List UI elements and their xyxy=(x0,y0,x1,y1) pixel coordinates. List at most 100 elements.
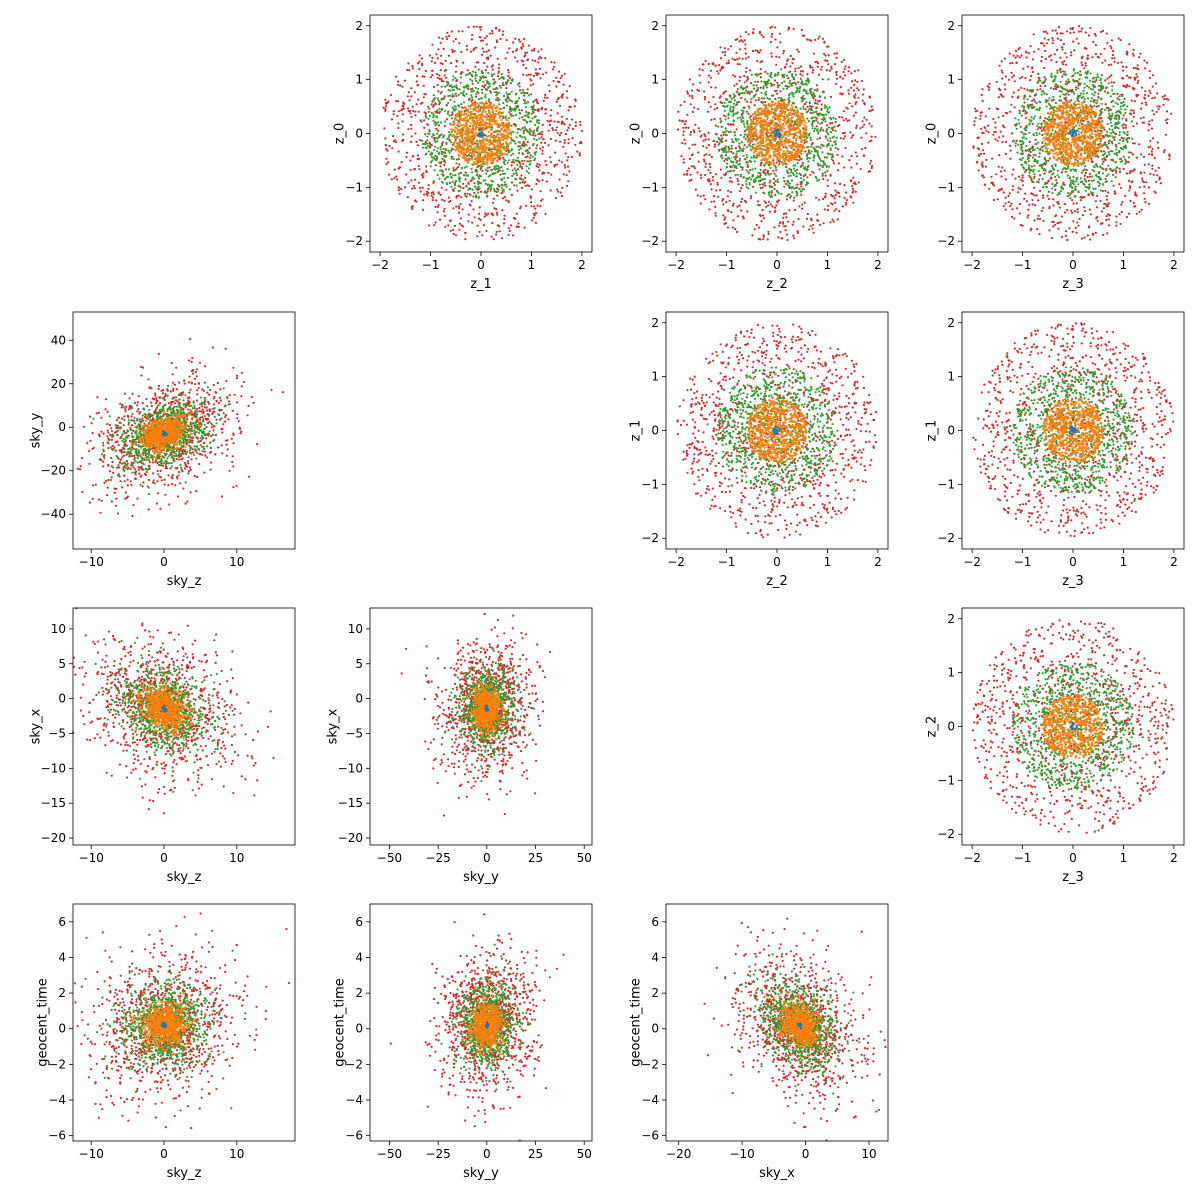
point xyxy=(471,38,473,40)
point xyxy=(541,131,543,133)
point xyxy=(402,105,404,107)
point xyxy=(412,106,414,108)
point xyxy=(537,51,539,53)
point xyxy=(489,166,491,168)
point xyxy=(568,127,570,129)
point xyxy=(391,178,393,180)
point xyxy=(544,97,546,99)
point xyxy=(418,111,420,113)
point xyxy=(449,200,451,202)
point xyxy=(512,41,514,43)
point xyxy=(385,105,387,107)
point xyxy=(527,88,529,90)
point xyxy=(452,167,454,169)
point xyxy=(426,171,428,173)
point xyxy=(555,77,557,79)
point xyxy=(530,201,532,203)
point xyxy=(386,150,388,152)
point xyxy=(467,26,469,28)
point xyxy=(458,42,460,44)
point xyxy=(476,173,478,175)
point xyxy=(432,199,434,201)
point xyxy=(462,187,464,189)
point xyxy=(533,75,535,77)
point xyxy=(560,77,562,79)
point xyxy=(414,132,416,134)
point xyxy=(456,158,458,160)
point xyxy=(541,153,543,155)
point xyxy=(540,77,542,79)
point xyxy=(556,163,558,165)
point xyxy=(496,212,498,214)
point xyxy=(408,91,410,93)
point xyxy=(466,193,468,195)
point xyxy=(523,94,525,96)
point xyxy=(431,57,433,59)
point xyxy=(421,102,423,104)
point xyxy=(492,214,494,216)
point xyxy=(410,179,412,181)
point xyxy=(446,32,448,34)
point xyxy=(491,222,493,224)
point xyxy=(422,209,424,211)
point xyxy=(506,97,508,99)
point xyxy=(425,112,427,114)
point xyxy=(423,119,425,121)
point xyxy=(565,152,567,154)
point xyxy=(506,39,508,41)
point xyxy=(464,232,466,234)
point xyxy=(531,188,533,190)
point xyxy=(485,183,487,185)
point xyxy=(542,73,544,75)
point xyxy=(556,126,558,128)
point xyxy=(539,164,541,166)
point xyxy=(516,174,518,176)
point xyxy=(451,30,453,32)
point xyxy=(559,141,561,143)
point xyxy=(399,193,401,195)
point xyxy=(566,174,568,176)
point xyxy=(455,206,457,208)
point xyxy=(539,148,541,150)
point xyxy=(556,101,558,103)
point xyxy=(390,94,392,96)
point xyxy=(397,80,399,82)
point xyxy=(480,191,482,193)
point xyxy=(384,110,386,112)
point xyxy=(557,98,559,100)
point xyxy=(566,97,568,99)
point xyxy=(440,55,442,57)
point xyxy=(509,230,511,232)
point xyxy=(516,60,518,62)
point xyxy=(561,116,563,118)
point xyxy=(524,177,526,179)
point xyxy=(489,33,491,35)
point xyxy=(543,138,545,140)
point xyxy=(564,139,566,141)
point xyxy=(453,233,455,235)
point xyxy=(458,229,460,231)
point xyxy=(532,134,534,136)
point xyxy=(419,54,421,56)
point xyxy=(410,95,412,97)
point xyxy=(414,168,416,170)
point xyxy=(558,178,560,180)
point xyxy=(417,84,419,86)
point xyxy=(395,76,397,78)
point xyxy=(548,84,550,86)
point xyxy=(481,89,483,91)
point xyxy=(581,130,583,132)
point xyxy=(507,75,509,77)
point xyxy=(484,96,486,98)
point xyxy=(413,185,415,187)
point xyxy=(418,182,420,184)
point xyxy=(477,225,479,227)
point xyxy=(453,190,455,192)
point xyxy=(574,105,576,107)
point xyxy=(541,150,543,152)
point xyxy=(437,211,439,213)
point xyxy=(494,190,496,192)
point xyxy=(437,84,439,86)
point xyxy=(424,133,426,135)
point xyxy=(444,95,446,97)
